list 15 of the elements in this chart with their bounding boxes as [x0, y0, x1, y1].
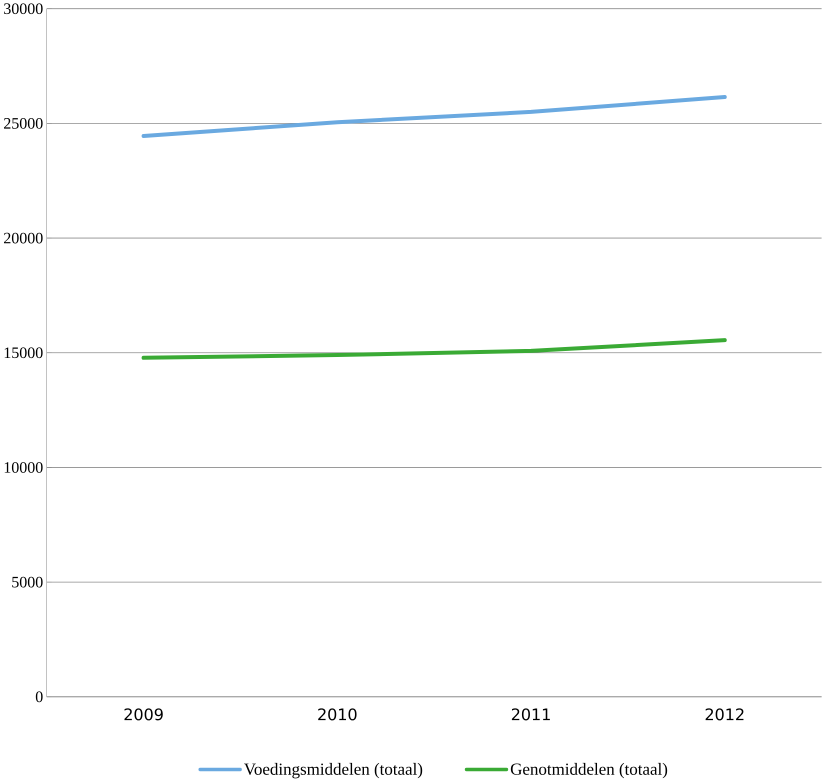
legend-label: Genotmiddelen (totaal)	[510, 762, 668, 778]
y-tick-label: 10000	[4, 462, 43, 473]
line-series	[142, 338, 727, 360]
x-tick-label: 2012	[706, 708, 744, 720]
y-tick-label: 5000	[12, 576, 43, 588]
line-series	[142, 94, 727, 138]
y-tick-label: 0	[36, 691, 43, 702]
x-tick-label: 2011	[512, 708, 550, 720]
y-tick-label: 25000	[4, 118, 43, 129]
x-tick-label: 2009	[124, 708, 163, 720]
x-tick-label: 2010	[318, 708, 357, 720]
y-tick-label: 15000	[4, 347, 43, 358]
y-tick-label: 30000	[4, 3, 43, 14]
y-tick-label: 20000	[4, 232, 43, 244]
legend-label: Voedingsmiddelen (totaal)	[244, 762, 422, 778]
